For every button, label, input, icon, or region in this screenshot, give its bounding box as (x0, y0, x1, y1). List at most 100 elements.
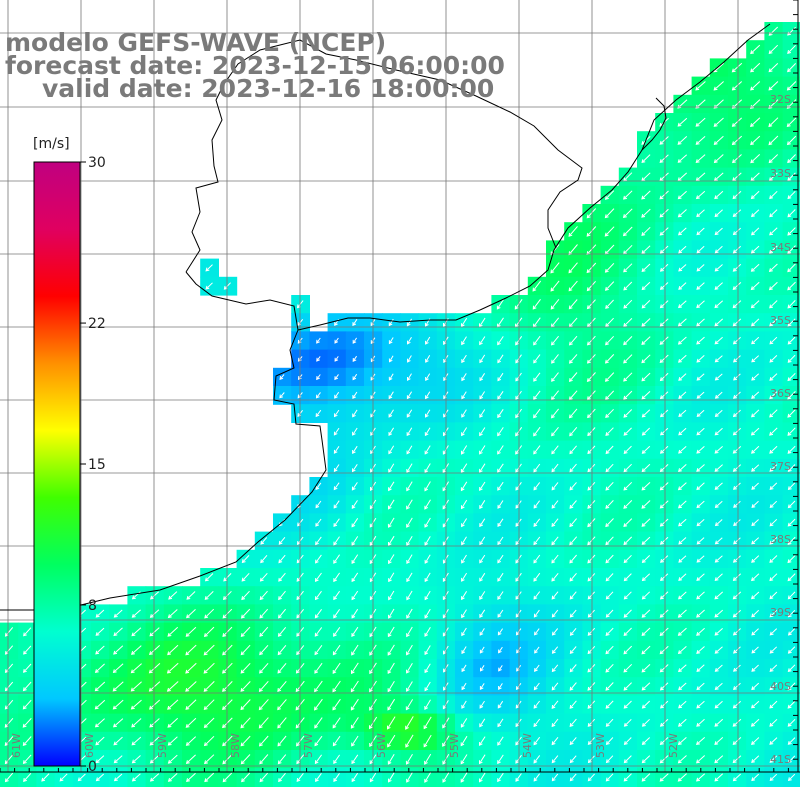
wind-arrow (623, 645, 633, 655)
wind-arrow (659, 445, 669, 454)
wind-arrow (695, 81, 706, 91)
title-forecast-date: forecast date: 2023-12-15 06:00:00 (5, 51, 505, 80)
wind-arrow (769, 464, 778, 472)
wind-arrow (534, 628, 540, 636)
wind-arrow (333, 554, 341, 564)
wind-arrow (714, 773, 724, 782)
wind-arrow (497, 736, 504, 746)
wind-arrow (351, 735, 359, 747)
wind-arrow (568, 390, 578, 401)
wind-arrow (479, 536, 486, 546)
wind-arrow (678, 500, 687, 509)
longitude-label: 52W (667, 733, 680, 758)
wind-arrow (659, 664, 669, 673)
wind-arrow (388, 318, 394, 327)
wind-arrow (768, 44, 779, 55)
wind-arrow (623, 299, 633, 309)
wind-arrow (605, 481, 614, 491)
wind-arrow (732, 464, 742, 472)
wind-arrow (148, 645, 161, 656)
wind-arrow (768, 63, 779, 73)
wind-arrow (94, 718, 105, 728)
wind-arrow (130, 699, 142, 710)
wind-arrow (352, 373, 358, 381)
wind-arrow (732, 646, 741, 654)
wind-arrow (259, 572, 268, 582)
wind-arrow (424, 572, 431, 583)
wind-arrow (714, 446, 723, 454)
latitude-label: 40S (770, 680, 791, 693)
wind-arrow (714, 318, 724, 327)
wind-arrow (750, 81, 761, 91)
wind-arrow (659, 282, 669, 290)
wind-arrow (733, 537, 741, 545)
wind-arrow (334, 337, 339, 344)
wind-arrow (569, 463, 577, 473)
wind-arrow (167, 699, 179, 710)
wind-arrow (677, 190, 687, 200)
wind-arrow (387, 626, 395, 638)
wind-arrow (352, 355, 358, 362)
wind-arrow (533, 372, 541, 382)
wind-arrow (461, 700, 467, 709)
colorbar-unit-label: [m/s] (33, 136, 70, 152)
wind-arrow (733, 500, 741, 508)
wind-arrow (622, 208, 633, 219)
wind-arrow (479, 646, 485, 654)
wind-arrow (351, 482, 358, 491)
wind-arrow (641, 536, 651, 545)
wind-arrow (587, 554, 596, 564)
wind-arrow (22, 681, 32, 692)
wind-arrow (604, 226, 615, 237)
wind-arrow (769, 755, 778, 763)
wind-arrow (677, 209, 687, 218)
wind-arrow (696, 500, 705, 509)
wind-arrow (696, 718, 705, 727)
wind-arrow (714, 519, 723, 527)
wind-arrow (406, 481, 413, 492)
wind-arrow (479, 354, 486, 364)
wind-arrow (351, 626, 359, 637)
wind-arrow (314, 609, 323, 619)
wind-arrow (677, 773, 687, 782)
wind-arrow (696, 555, 705, 563)
wind-arrow (587, 627, 596, 636)
wind-arrow (677, 755, 687, 764)
wind-arrow (497, 409, 504, 419)
wind-arrow (278, 772, 286, 783)
wind-arrow (461, 554, 467, 564)
wind-arrow (551, 664, 559, 673)
wind-arrow (316, 337, 321, 344)
wind-arrow (351, 500, 358, 509)
wind-arrow (479, 336, 486, 346)
wind-arrow (696, 318, 705, 327)
wind-arrow (787, 172, 796, 182)
wind-arrow (714, 482, 723, 490)
wind-arrow (677, 117, 688, 127)
wind-arrow (22, 717, 32, 728)
latitude-label: 41S (770, 753, 791, 766)
wind-arrow (714, 609, 724, 618)
wind-arrow (279, 392, 285, 399)
wind-arrow (641, 318, 651, 327)
wind-arrow (604, 354, 615, 364)
wind-arrow (406, 318, 413, 327)
wind-arrow (424, 554, 431, 564)
wind-arrow (95, 736, 105, 746)
wind-arrow (406, 535, 413, 547)
wind-arrow (387, 680, 395, 693)
wind-arrow (497, 391, 504, 400)
wind-arrow (551, 628, 559, 636)
wind-arrow (479, 391, 486, 400)
wind-arrow (660, 427, 669, 436)
wind-arrow (387, 754, 395, 765)
wind-arrow (94, 663, 105, 673)
wind-arrow (696, 664, 705, 673)
wind-arrow (659, 518, 669, 527)
wind-arrow (750, 62, 761, 73)
wind-arrow (659, 372, 669, 382)
wind-arrow (532, 280, 542, 292)
wind-arrow (204, 754, 215, 765)
wind-arrow (222, 608, 233, 619)
wind-arrow (351, 644, 359, 656)
